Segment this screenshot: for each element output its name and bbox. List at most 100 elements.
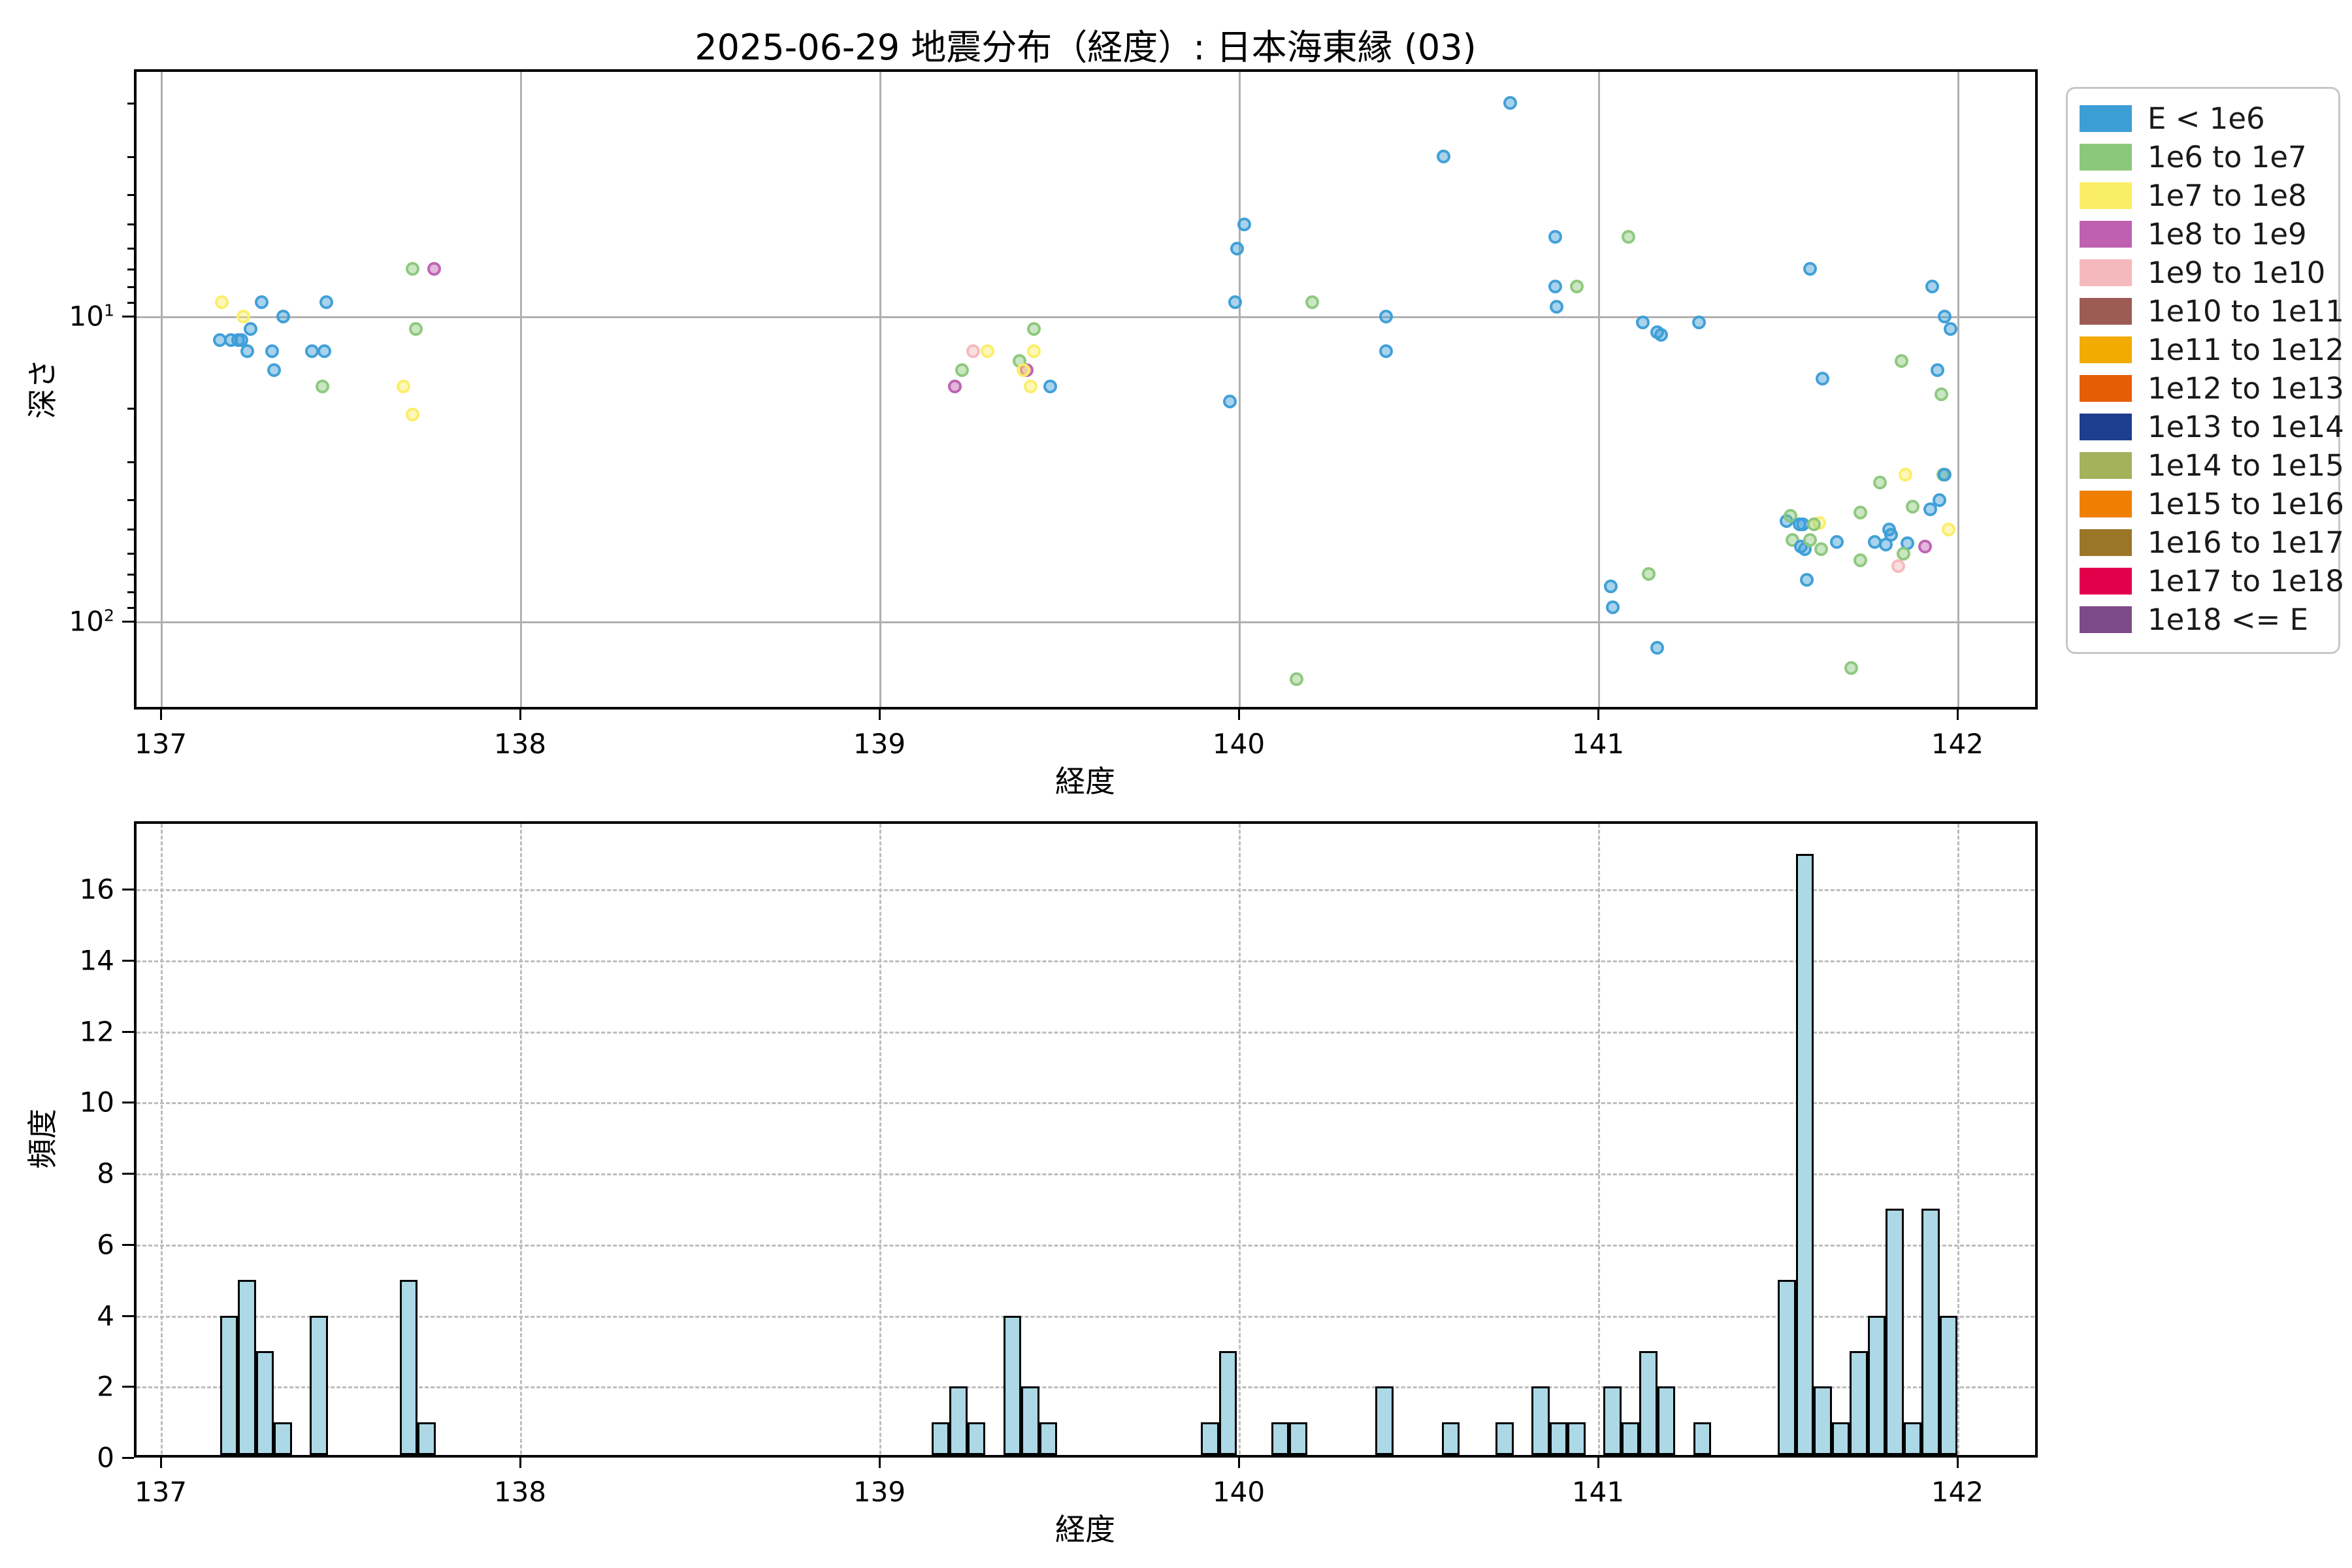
- hist-gridline-v: [879, 824, 881, 1455]
- scatter-point: [409, 321, 423, 336]
- axis-tick: [122, 316, 134, 318]
- scatter-x-axis-label: 経度: [1055, 764, 1115, 799]
- hist-gridline-h: [137, 1173, 2035, 1176]
- hist-bar: [255, 1350, 274, 1455]
- legend-swatch: [2080, 182, 2132, 209]
- scatter-x-tick-label: 139: [853, 728, 906, 760]
- hist-y-axis-label: 頻度: [25, 1109, 60, 1169]
- legend-item-label: 1e13 to 1e14: [2148, 410, 2344, 444]
- axis-tick: [879, 1458, 881, 1468]
- hist-bar: [1021, 1386, 1039, 1455]
- scatter-point: [1803, 262, 1817, 276]
- hist-gridline-h: [137, 1031, 2035, 1034]
- scatter-point: [1650, 640, 1665, 655]
- hist-bar: [1495, 1422, 1514, 1455]
- hist-y-tick-label: 16: [79, 873, 114, 906]
- scatter-point: [1803, 532, 1817, 547]
- legend-item: 1e15 to 1e16: [2080, 485, 2344, 523]
- scatter-point: [405, 407, 419, 421]
- legend-swatch: [2080, 491, 2132, 517]
- scatter-x-tick-label: 138: [493, 728, 547, 760]
- scatter-y-tick-label: 102: [69, 605, 114, 638]
- scatter-y-tick-label: 101: [69, 300, 114, 333]
- axis-tick: [122, 1457, 134, 1459]
- hist-bar: [1639, 1350, 1658, 1455]
- scatter-point: [1237, 217, 1251, 231]
- scatter-point: [1891, 559, 1905, 574]
- legend-swatch: [2080, 568, 2132, 595]
- axis-tick: [127, 606, 134, 609]
- scatter-plot-area: [134, 69, 2038, 710]
- axis-tick: [122, 1030, 134, 1033]
- scatter-point: [1228, 295, 1242, 310]
- scatter-point: [276, 309, 290, 323]
- scatter-point: [1934, 387, 1948, 401]
- hist-x-tick-label: 140: [1212, 1476, 1266, 1508]
- scatter-x-tick-label: 142: [1931, 728, 1984, 760]
- axis-tick: [127, 248, 134, 250]
- axis-tick: [127, 301, 134, 304]
- scatter-point: [1806, 517, 1821, 531]
- scatter-gridline-h: [137, 621, 2035, 623]
- legend-item: 1e16 to 1e17: [2080, 523, 2344, 562]
- hist-bar: [949, 1386, 968, 1455]
- axis-tick: [127, 573, 134, 576]
- axis-tick: [1957, 1458, 1959, 1468]
- scatter-point: [1548, 230, 1562, 244]
- hist-bar: [1621, 1422, 1640, 1455]
- hist-gridline-v: [161, 824, 163, 1455]
- axis-tick: [1597, 710, 1599, 720]
- scatter-point: [1931, 363, 1945, 377]
- hist-bar: [1921, 1209, 1940, 1455]
- hist-bar: [1693, 1422, 1712, 1455]
- hist-x-tick-label: 138: [493, 1476, 547, 1508]
- scatter-point: [1641, 567, 1656, 581]
- hist-bar: [1795, 853, 1814, 1455]
- scatter-point: [1933, 493, 1946, 507]
- scatter-point: [1898, 467, 1912, 482]
- axis-tick: [122, 889, 134, 891]
- scatter-point: [1897, 546, 1910, 561]
- legend-item: 1e7 to 1e8: [2080, 176, 2338, 215]
- hist-gridline-h: [137, 1315, 2035, 1318]
- scatter-point: [1830, 535, 1844, 549]
- hist-y-tick-label: 4: [97, 1299, 114, 1332]
- scatter-point: [396, 380, 410, 394]
- hist-y-tick-label: 12: [79, 1015, 114, 1048]
- hist-x-tick-label: 137: [134, 1476, 188, 1508]
- hist-y-tick-label: 14: [79, 944, 114, 977]
- hist-y-tick-label: 6: [97, 1228, 114, 1261]
- axis-tick: [1238, 1458, 1240, 1468]
- scatter-point: [427, 262, 441, 276]
- axis-tick: [127, 268, 134, 270]
- hist-y-tick-label: 2: [97, 1370, 114, 1403]
- scatter-point: [1654, 327, 1668, 342]
- scatter-point: [1379, 344, 1393, 358]
- scatter-point: [1814, 542, 1828, 557]
- legend-item: 1e18 <= E: [2080, 600, 2338, 639]
- legend-item: 1e13 to 1e14: [2080, 408, 2344, 446]
- hist-gridline-v: [520, 824, 522, 1455]
- scatter-point: [1289, 672, 1303, 687]
- legend-item-label: 1e18 <= E: [2148, 602, 2309, 637]
- legend-item: 1e11 to 1e12: [2080, 331, 2344, 369]
- hist-bar: [1657, 1386, 1676, 1455]
- hist-bar: [1201, 1422, 1219, 1455]
- scatter-gridline-v: [1239, 72, 1241, 707]
- axis-tick: [122, 1315, 134, 1317]
- hist-bar: [399, 1280, 418, 1455]
- hist-bar: [1831, 1422, 1850, 1455]
- hist-x-axis-label: 経度: [1055, 1512, 1115, 1547]
- scatter-gridline-v: [1957, 72, 1959, 707]
- legend-item: 1e10 to 1e11: [2080, 292, 2344, 331]
- scatter-point: [948, 380, 962, 394]
- scatter-point: [1379, 309, 1393, 323]
- scatter-point: [215, 295, 229, 310]
- scatter-point: [1854, 505, 1867, 519]
- legend-item-label: 1e8 to 1e9: [2148, 217, 2307, 252]
- scatter-point: [1043, 380, 1057, 394]
- axis-tick: [127, 223, 134, 226]
- legend-item: E < 1e6: [2080, 99, 2338, 138]
- hist-bar: [931, 1422, 950, 1455]
- hist-bar: [1778, 1280, 1796, 1455]
